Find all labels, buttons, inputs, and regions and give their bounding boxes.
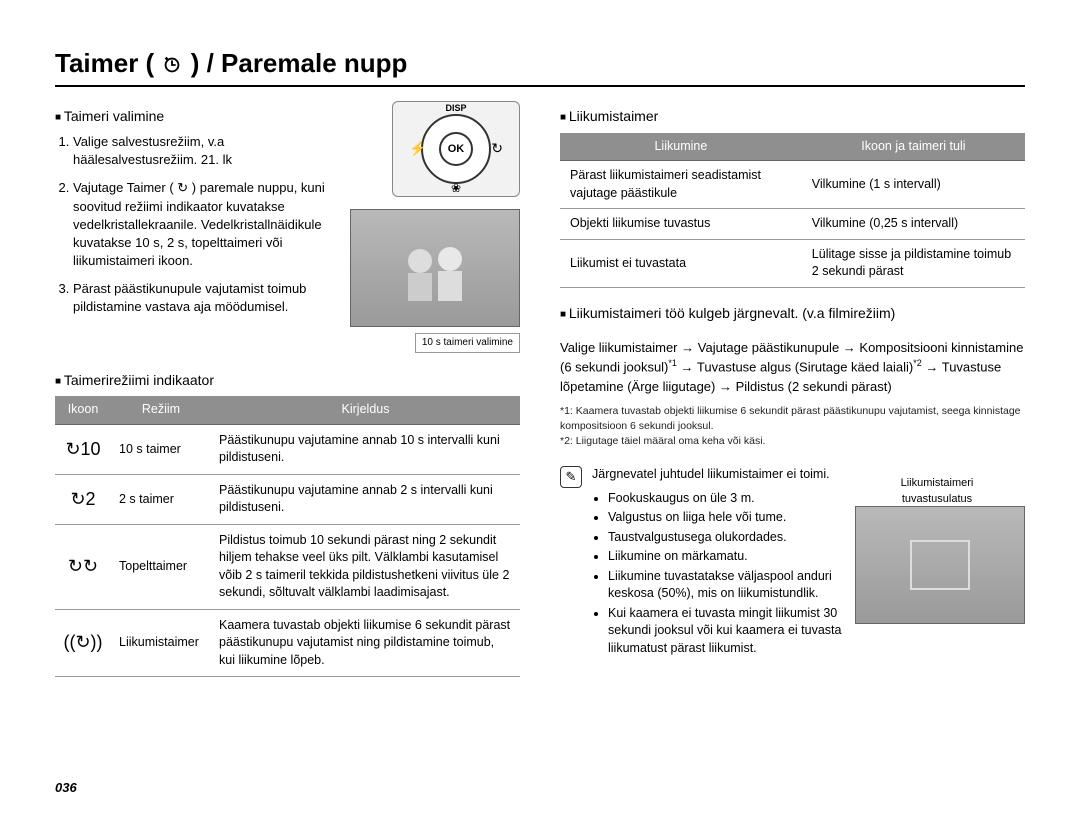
- detect-range-preview: [855, 506, 1025, 624]
- m-row3b: Lülitage sisse ja pildistamine toimub 2 …: [802, 239, 1025, 287]
- note-block: ✎ Järgnevatel juhtudel liikumistaimer ei…: [560, 466, 1025, 659]
- desc-motion: Kaamera tuvastab objekti liikumise 6 sek…: [211, 609, 520, 677]
- icon-motion: ((↻)): [55, 609, 111, 677]
- m-row1b: Vilkumine (1 s intervall): [802, 161, 1025, 209]
- m-row3a: Liikumist ei tuvastata: [560, 239, 802, 287]
- title-suffix: ) / Paremale nupp: [191, 48, 408, 78]
- table-row: Objekti liikumise tuvastus Vilkumine (0,…: [560, 209, 1025, 240]
- dial-illustration: DISP ⚡ ↻ ❀ OK: [392, 101, 520, 197]
- indicator-table: Ikoon Režiim Kirjeldus ↻10 10 s taimer P…: [55, 396, 520, 677]
- timer-icon: ↻: [491, 140, 503, 160]
- footnote-1: *1: Kaamera tuvastab objekti liikumise 6…: [560, 404, 1025, 433]
- desc-double: Pildistus toimub 10 sekundi pärast ning …: [211, 524, 520, 609]
- page-number: 036: [55, 779, 77, 797]
- detect-range-label: Liikumistaimeri tuvastusulatus: [867, 476, 1007, 507]
- table-row: Liikumist ei tuvastata Lülitage sisse ja…: [560, 239, 1025, 287]
- note-icon: ✎: [560, 466, 582, 488]
- lcd-caption: 10 s taimeri valimine: [415, 333, 520, 353]
- icon-2s: ↻2: [55, 474, 111, 524]
- timer-icon: [161, 54, 183, 76]
- note-item: Valgustus on liiga hele või tume.: [608, 509, 862, 527]
- section-workflow: Liikumistaimeri töö kulgeb järgnevalt. (…: [560, 304, 1025, 324]
- table-row: Pärast liikumistaimeri seadistamist vaju…: [560, 161, 1025, 209]
- left-column: Taimeri valimine DISP ⚡ ↻ ❀ OK 10 s taim…: [55, 107, 520, 677]
- mode-double: Topelttaimer: [111, 524, 211, 609]
- th-desc: Kirjeldus: [211, 396, 520, 424]
- page-title: Taimer ( ) / Paremale nupp: [55, 45, 1025, 87]
- desc-10s: Päästikunupu vajutamine annab 10 s inter…: [211, 424, 520, 474]
- footnote-2: *2: Liigutage täiel määral oma keha või …: [560, 434, 1025, 449]
- macro-icon: ❀: [451, 180, 461, 197]
- workflow-text: Valige liikumistaimer → Vajutage päästik…: [560, 338, 1025, 397]
- step-1: Valige salvestusrežiim, v.a häälesalvest…: [73, 133, 345, 169]
- mode-2s: 2 s taimer: [111, 474, 211, 524]
- note-item: Liikumine on märkamatu.: [608, 548, 862, 566]
- table-row: ↻↻ Topelttaimer Pildistus toimub 10 seku…: [55, 524, 520, 609]
- title-prefix: Taimer (: [55, 48, 154, 78]
- step-2: Vajutage Taimer ( ↻ ) paremale nuppu, ku…: [73, 179, 345, 270]
- mode-10s: 10 s taimer: [111, 424, 211, 474]
- note-lead: Järgnevatel juhtudel liikumistaimer ei t…: [592, 466, 862, 484]
- section-indicator: Taimerirežiimi indikaator: [55, 371, 520, 391]
- th-motion: Liikumine: [560, 133, 802, 161]
- steps-list: Valige salvestusrežiim, v.a häälesalvest…: [55, 133, 345, 317]
- note-item: Taustvalgustusega olukordades.: [608, 529, 862, 547]
- table-row: ((↻)) Liikumistaimer Kaamera tuvastab ob…: [55, 609, 520, 677]
- flash-icon: ⚡: [409, 140, 426, 160]
- mode-motion: Liikumistaimer: [111, 609, 211, 677]
- ok-button-label: OK: [439, 132, 473, 166]
- couple-placeholder-icon: [385, 233, 485, 303]
- step-3: Pärast päästikunupule vajutamist toimub …: [73, 280, 345, 316]
- desc-2s: Päästikunupu vajutamine annab 2 s interv…: [211, 474, 520, 524]
- m-row1a: Pärast liikumistaimeri seadistamist vaju…: [560, 161, 802, 209]
- note-list: Fookuskaugus on üle 3 m. Valgustus on li…: [592, 490, 862, 658]
- right-column: Liikumistaimer Liikumine Ikoon ja taimer…: [560, 107, 1025, 677]
- icon-10s: ↻10: [55, 424, 111, 474]
- note-item: Liikumine tuvastatakse väljaspool anduri…: [608, 568, 862, 603]
- dial-disp-label: DISP: [445, 102, 466, 115]
- m-row2b: Vilkumine (0,25 s intervall): [802, 209, 1025, 240]
- note-item: Kui kaamera ei tuvasta mingit liikumist …: [608, 605, 862, 658]
- th-mode: Režiim: [111, 396, 211, 424]
- detect-box-icon: [910, 540, 970, 590]
- icon-double: ↻↻: [55, 524, 111, 609]
- note-item: Fookuskaugus on üle 3 m.: [608, 490, 862, 508]
- motion-table: Liikumine Ikoon ja taimeri tuli Pärast l…: [560, 133, 1025, 288]
- th-light: Ikoon ja taimeri tuli: [802, 133, 1025, 161]
- table-row: ↻10 10 s taimer Päästikunupu vajutamine …: [55, 424, 520, 474]
- table-row: ↻2 2 s taimer Päästikunupu vajutamine an…: [55, 474, 520, 524]
- m-row2a: Objekti liikumise tuvastus: [560, 209, 802, 240]
- lcd-preview: [350, 209, 520, 327]
- section-motion-timer: Liikumistaimer: [560, 107, 1025, 127]
- footnotes: *1: Kaamera tuvastab objekti liikumise 6…: [560, 404, 1025, 448]
- th-icon: Ikoon: [55, 396, 111, 424]
